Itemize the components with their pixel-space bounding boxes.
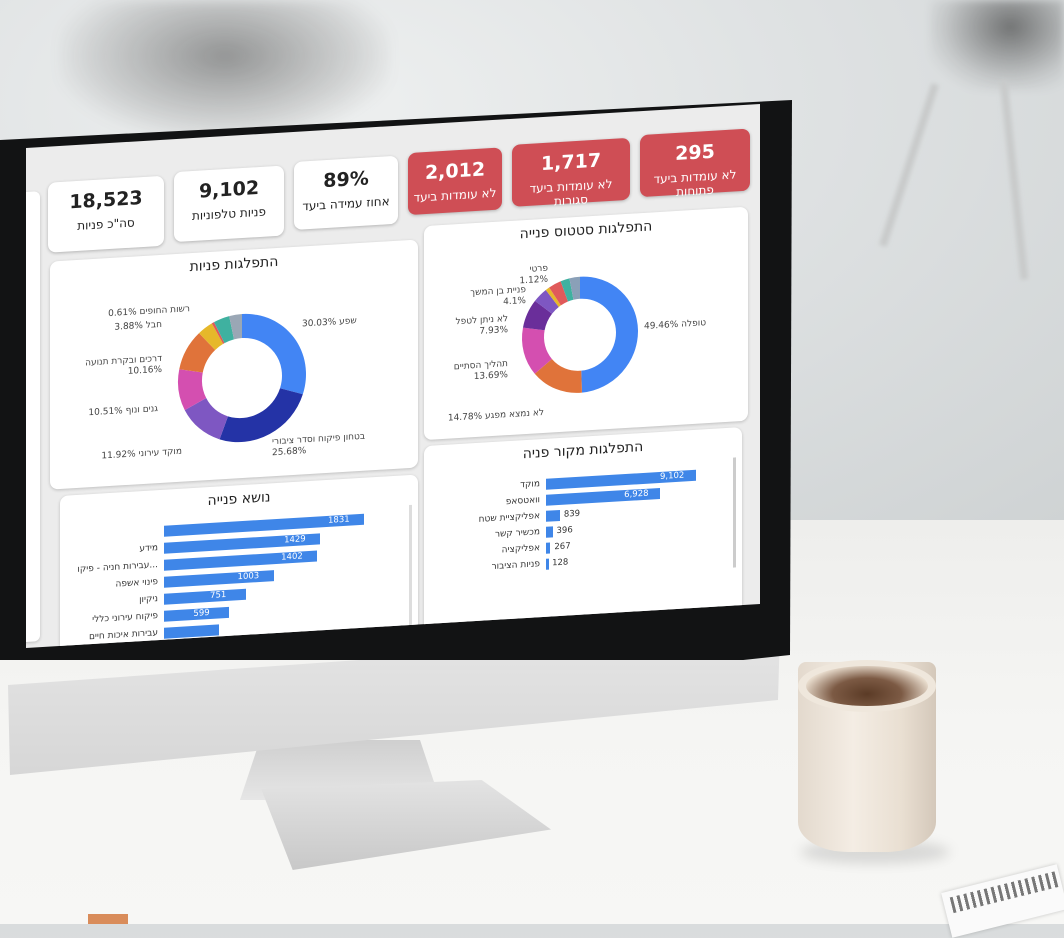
panel-title: התפלגות מקור פניה xyxy=(522,438,644,463)
donut-slice[interactable] xyxy=(569,276,580,300)
bar-value-label: 6,928 xyxy=(624,488,649,501)
kpi-not-meeting-closed: 1,717 לא עומדות ביעד סגורות xyxy=(512,137,630,208)
bar-category-label: אפליקציית שטח xyxy=(478,511,540,525)
kpi-label: לא עומדות ביעד פתוחות xyxy=(653,167,737,199)
panel-status-distribution: התפלגות סטטוס פנייה טופלה 49.46% 14.78% ל… xyxy=(424,206,748,441)
background-chair xyxy=(60,0,390,140)
donut-slice[interactable] xyxy=(213,316,234,344)
kpi-label: אחוז עמידה ביעד xyxy=(302,194,390,214)
bar[interactable] xyxy=(546,509,560,522)
donut-data-label: 10.16% xyxy=(128,365,163,377)
donut-data-label: 11.92% מוקד עירוני xyxy=(101,447,182,462)
kpi-value: 89% xyxy=(323,167,369,193)
bar-value-label: 1003 xyxy=(237,571,260,583)
bar-category-label: וואטסאפ xyxy=(505,495,540,508)
kpi-label: לא עומדות ביעד סגורות xyxy=(529,176,613,209)
bar-category-label: מידע xyxy=(139,543,158,555)
donut-slice[interactable] xyxy=(560,278,574,302)
orange-object xyxy=(88,914,128,924)
donut-data-label: טופלה 49.46% xyxy=(644,318,706,332)
donut-slice[interactable] xyxy=(534,357,582,395)
donut-data-label: 4.1% xyxy=(503,296,526,307)
donut-data-label: לא ניתן לטפל xyxy=(456,314,508,327)
cup-coffee xyxy=(806,666,928,706)
bar-value-label: 128 xyxy=(552,557,569,569)
panel-title: נושא פנייה xyxy=(207,489,271,510)
bar-value-label: 1831 xyxy=(328,514,350,526)
bar-category-label: אפליקציה xyxy=(501,543,540,556)
left-edge-panel xyxy=(26,191,40,643)
kpi-not-meeting-target: 2,012 לא עומדות ביעד xyxy=(408,147,502,216)
dashboard-screen: 18,523 סה"כ פניות 9,102 פניות טלפוניות 8… xyxy=(26,103,760,648)
donut-data-label: פניית בן המשך xyxy=(470,285,526,298)
bar-category-label: מכשיר קשר xyxy=(494,527,540,540)
donut-data-label: פרטי xyxy=(529,264,548,275)
kpi-value: 18,523 xyxy=(69,187,143,214)
bar-category-label: פיקוח עירוני כללי xyxy=(92,611,158,626)
donut-slice[interactable] xyxy=(211,322,225,345)
bar-category-label: פינוי אשפה xyxy=(115,577,158,590)
panel-inquiries-distribution: התפלגות פניות שפע 30.03% בטחון פיקוח וסדר… xyxy=(50,239,418,490)
bar-category-label: ניקיון xyxy=(139,594,158,606)
kpi-value: 295 xyxy=(675,140,715,166)
donut-slice[interactable] xyxy=(549,281,568,306)
donut-slice[interactable] xyxy=(184,397,228,442)
donut-data-label: 25.68% xyxy=(272,446,307,458)
donut-slice[interactable] xyxy=(522,326,552,375)
donut-chart-status: טופלה 49.46% 14.78% לא נמצא מפגע תהליך הסת… xyxy=(448,264,706,424)
kpi-value: 1,717 xyxy=(540,149,602,176)
donut-slice[interactable] xyxy=(179,332,216,374)
scrollbar[interactable] xyxy=(733,457,736,568)
donut-data-label: בטחון פיקוח וסדר ציבורי xyxy=(272,432,365,448)
donut-data-label: שפע 30.03% xyxy=(302,316,357,329)
bar[interactable] xyxy=(546,558,549,570)
bar-category-label: פניות הציבור xyxy=(491,559,540,573)
kpi-label: פניות טלפוניות xyxy=(192,204,266,224)
bar-category-label: מוקד xyxy=(520,479,540,491)
donut-slice[interactable] xyxy=(199,323,224,351)
donut-data-label: 7.93% xyxy=(479,325,508,337)
kpi-total-inquiries: 18,523 סה"כ פניות xyxy=(48,175,164,253)
donut-data-label: תהליך הסתיים xyxy=(454,359,508,372)
bar-value-label: 396 xyxy=(556,525,573,537)
bar-value-label: 1429 xyxy=(284,534,306,546)
donut-data-label: 0.61% רשות החופים xyxy=(108,304,190,319)
bar-value-label: 839 xyxy=(563,508,581,520)
donut-slice[interactable] xyxy=(219,387,303,444)
kpi-not-meeting-open: 295 לא עומדות ביעד פתוחות xyxy=(640,128,750,199)
donut-slice[interactable] xyxy=(580,273,638,393)
donut-slice[interactable] xyxy=(229,314,242,340)
bar-category-label xyxy=(68,526,158,531)
bar-value-label: 751 xyxy=(210,589,227,601)
bar[interactable] xyxy=(546,526,553,538)
bar[interactable] xyxy=(164,588,247,605)
donut-data-label: 1.12% xyxy=(519,275,548,287)
bar-value-label: 599 xyxy=(193,607,210,619)
donut-data-label: 10.51% גנים ונוף xyxy=(88,404,158,418)
bar[interactable] xyxy=(164,624,219,639)
bar-category-label: עבירות חניה - פיקו... xyxy=(77,560,158,575)
kpi-target-percent: 89% אחוז עמידה ביעד xyxy=(294,155,398,230)
bar-value-label: 9,102 xyxy=(660,470,685,482)
donut-slice[interactable] xyxy=(178,368,207,411)
donut-data-label: דרכים ובקרת תנועה xyxy=(85,354,162,369)
kpi-label: לא עומדות ביעד xyxy=(413,185,497,205)
background-stool xyxy=(930,0,1064,90)
donut-slice[interactable] xyxy=(534,289,559,315)
donut-slice[interactable] xyxy=(242,310,306,398)
donut-data-label: 13.69% xyxy=(474,370,509,382)
bar[interactable] xyxy=(546,542,551,554)
donut-slice[interactable] xyxy=(545,287,561,308)
bar-value-label: 267 xyxy=(554,541,571,553)
donut-data-label: 3.88% חבל xyxy=(114,320,162,333)
panel-inquiry-topic: נושא פנייה 1831 1429 מידע 1402 עבירות חניה -… xyxy=(60,474,418,648)
kpi-label: סה"כ פניות xyxy=(77,215,135,233)
bar-value-label: 1402 xyxy=(281,551,303,563)
kpi-value: 2,012 xyxy=(424,158,486,185)
donut-slice[interactable] xyxy=(522,300,553,332)
kpi-value: 9,102 xyxy=(198,177,260,203)
donut-data-label: 14.78% לא נמצא מפגע xyxy=(448,408,544,424)
kpi-phone-inquiries: 9,102 פניות טלפוניות xyxy=(174,165,284,243)
